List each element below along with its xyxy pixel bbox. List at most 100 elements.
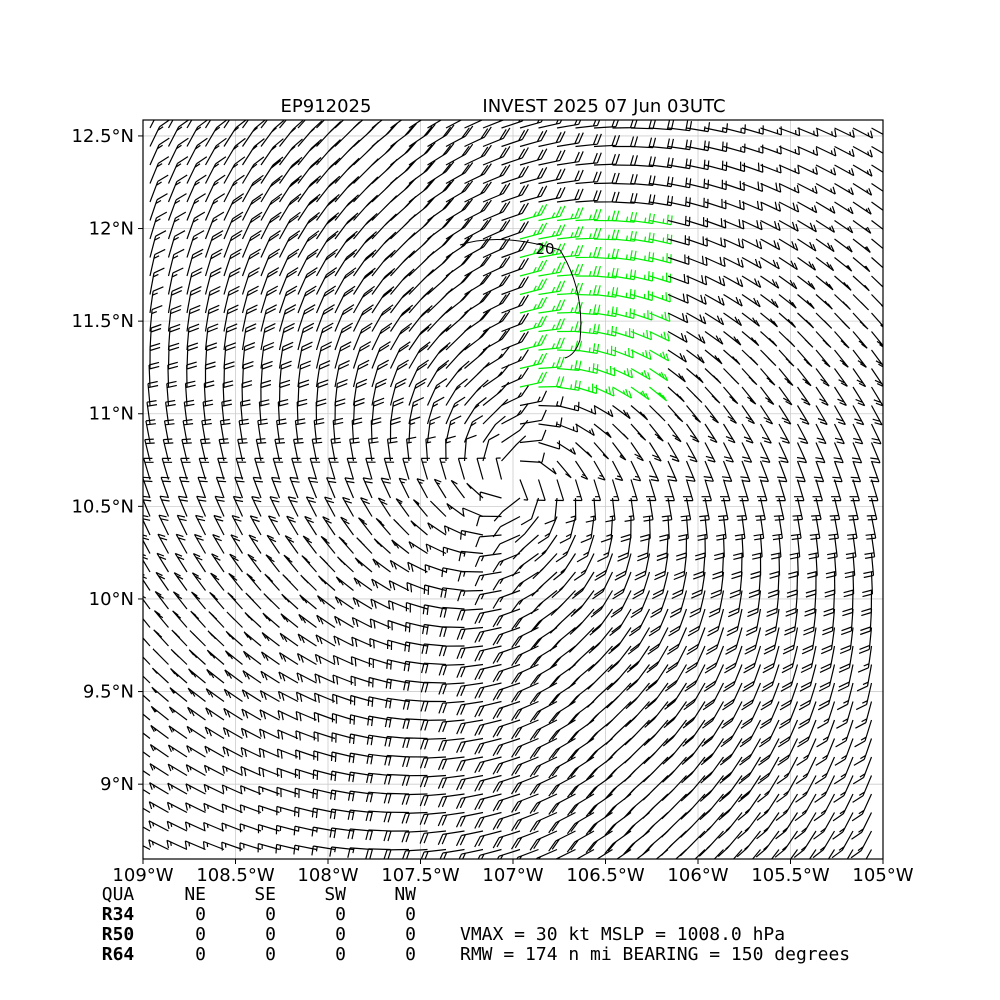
- wind-barb: [596, 848, 613, 859]
- wind-barb: [714, 534, 725, 561]
- wind-barb: [686, 217, 709, 228]
- wind-barb: [630, 590, 651, 619]
- wind-barb: [519, 315, 548, 333]
- wind-barb: [227, 592, 243, 610]
- wind-barb: [334, 596, 354, 610]
- wind-barb: [354, 557, 373, 573]
- wind-barb: [834, 164, 855, 177]
- wind-barb: [760, 145, 782, 155]
- wind-barb: [429, 500, 447, 517]
- wind-barb: [474, 626, 502, 643]
- wind-barb: [548, 682, 576, 706]
- wind-barb: [775, 793, 799, 821]
- wind-barb: [438, 682, 465, 695]
- wind-barb: [463, 397, 487, 425]
- wind-barb: [828, 516, 839, 540]
- wind-barb: [277, 690, 299, 703]
- wind-barb: [402, 457, 412, 480]
- wind-barb: [167, 744, 188, 758]
- wind-barb: [464, 290, 492, 314]
- wind-barb: [654, 553, 669, 581]
- wind-barb: [404, 641, 428, 653]
- wind-barb: [575, 265, 601, 277]
- wind-barb: [445, 125, 474, 148]
- wind-barb: [556, 460, 572, 479]
- wind-barb: [760, 349, 777, 367]
- wind-barb: [426, 396, 445, 425]
- wind-barb: [445, 198, 473, 222]
- wind-barb: [226, 611, 243, 628]
- wind-barb: [482, 256, 511, 277]
- wind-barb: [593, 248, 619, 260]
- wind-barb: [223, 211, 244, 240]
- wind-barb: [592, 571, 614, 600]
- wind-barb: [151, 686, 169, 702]
- wind-barb: [607, 645, 632, 673]
- wind-barb: [167, 137, 189, 166]
- x-tick-label: 108.5°W: [196, 865, 275, 886]
- wind-barb: [722, 682, 743, 711]
- wind-barb: [743, 645, 762, 674]
- wind-barb: [299, 594, 317, 610]
- wind-barb: [833, 775, 854, 803]
- wind-barb: [353, 577, 373, 591]
- wind-barb: [759, 442, 771, 463]
- wind-barb: [189, 630, 206, 647]
- wind-barb: [712, 553, 725, 580]
- wind-barb: [172, 591, 188, 610]
- wind-barb: [663, 701, 687, 729]
- wind-barb: [756, 793, 780, 821]
- wind-barb: [271, 476, 282, 499]
- wind-barb: [851, 793, 873, 822]
- wind-barb: [662, 756, 687, 783]
- wind-barb: [869, 460, 880, 483]
- wind-barb: [406, 436, 417, 462]
- wind-barb: [815, 405, 828, 426]
- wind-barb: [501, 419, 529, 443]
- wind-barb: [704, 423, 718, 444]
- wind-barb: [204, 120, 228, 147]
- wind-barb: [371, 378, 387, 406]
- wind-barb: [519, 390, 548, 407]
- wind-barb: [741, 219, 763, 231]
- wind-barb: [585, 811, 613, 835]
- wind-barb: [167, 174, 188, 203]
- wind-barb: [747, 590, 762, 618]
- wind-barb: [554, 479, 565, 502]
- wind-barb: [223, 174, 245, 203]
- wind-barb: [383, 773, 410, 785]
- wind-barb: [667, 196, 691, 208]
- wind-barb: [203, 764, 225, 777]
- wind-barb: [474, 700, 502, 718]
- wind-barb: [655, 849, 669, 859]
- wind-barb: [723, 368, 740, 385]
- wind-barb: [667, 254, 690, 265]
- y-tick-label: 12°N: [89, 219, 134, 240]
- x-tick-label: 106.5°W: [566, 865, 645, 886]
- wind-barb: [683, 479, 694, 502]
- wind-barb: [433, 478, 447, 499]
- wind-barb: [230, 534, 244, 554]
- wind-barb: [682, 701, 706, 729]
- wind-barb: [588, 627, 613, 654]
- table-cell: R50: [102, 924, 135, 945]
- wind-barb: [464, 361, 490, 388]
- wind-barb: [835, 719, 854, 748]
- wind-barb: [511, 737, 539, 758]
- wind-barb: [852, 182, 873, 196]
- table-header: QUA: [102, 884, 135, 905]
- wind-barb: [408, 232, 435, 258]
- wind-barb: [519, 278, 548, 296]
- x-tick-label: 107°W: [482, 865, 543, 886]
- wind-barb: [276, 786, 299, 798]
- wind-barb: [871, 257, 883, 269]
- wind-barb: [342, 496, 355, 517]
- wind-barb: [556, 423, 579, 433]
- wind-barb: [831, 830, 854, 859]
- wind-barb: [276, 748, 299, 759]
- wind-barb: [419, 793, 447, 807]
- wind-barb: [167, 286, 183, 314]
- wind-barb: [723, 238, 745, 249]
- wind-barb: [353, 231, 377, 258]
- wind-barb: [149, 782, 169, 795]
